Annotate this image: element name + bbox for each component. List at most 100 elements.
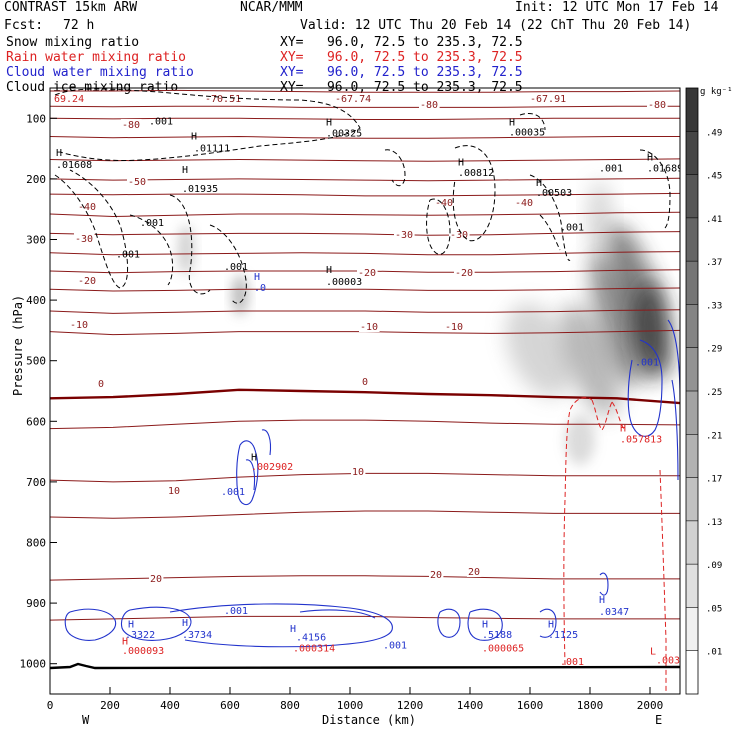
- model-title: CONTRAST 15km ARW: [4, 0, 138, 15]
- colorbar-label: .33: [706, 301, 722, 311]
- field-annotation: .3734: [182, 630, 212, 641]
- colorbar-label: .29: [706, 345, 722, 355]
- contour-label: 0: [362, 377, 368, 388]
- temperature-contour: [50, 575, 680, 581]
- field-annotation: .001: [224, 262, 248, 273]
- field-annotation: H: [122, 636, 128, 647]
- field-annotation: H: [182, 165, 188, 176]
- field-annotation: .003015: [656, 656, 698, 667]
- temperature-contour: [50, 192, 680, 197]
- fcst-label: Fcst:: [4, 18, 44, 33]
- colorbar-label: .37: [706, 258, 722, 268]
- x-end-label-right: E: [655, 713, 662, 727]
- field-annotation: .01689: [647, 164, 683, 175]
- field-annotation: .002902: [251, 462, 293, 473]
- terrain-line: [49, 662, 681, 670]
- field-annotation: .01608: [56, 160, 92, 171]
- field-annotation: .5188: [482, 630, 512, 641]
- contour-label: -30: [450, 230, 468, 241]
- field-annotation: H: [482, 619, 488, 630]
- field-annotation: .000314: [293, 644, 335, 655]
- field-annotation: H: [251, 453, 257, 464]
- contour-label: -50: [128, 177, 146, 188]
- field-annotation: H: [191, 132, 197, 143]
- x-tick-label: 200: [100, 699, 120, 712]
- colorbar-swatch: [686, 304, 698, 348]
- field-annotation: .000093: [122, 646, 164, 657]
- contour-label: -10: [445, 322, 463, 333]
- header: CONTRAST 15km ARW NCAR/MMM Init: 12 UTC …: [0, 0, 740, 96]
- field-annotation: H: [182, 618, 188, 629]
- y-tick-label: 700: [26, 476, 46, 489]
- cloud-ice-contours: [54, 88, 671, 304]
- colorbar-swatch: [686, 217, 698, 262]
- field-annotation: H: [599, 595, 605, 606]
- field-snow-name: Snow mixing ratio: [6, 35, 140, 50]
- colorbar-label: .25: [706, 388, 722, 398]
- contour-label: 20: [150, 574, 162, 585]
- field-annotation: .01111: [194, 144, 230, 155]
- contour-label: -10: [360, 322, 378, 333]
- fcst-value: 72 h: [63, 18, 95, 33]
- x-tick-label: 1600: [517, 699, 544, 712]
- field-annotation: .1125: [548, 630, 578, 641]
- center-title: NCAR/MMM: [240, 0, 303, 15]
- contour-label: -20: [358, 268, 376, 279]
- contour-label: 10: [168, 486, 180, 497]
- field-annotation: H: [128, 619, 134, 630]
- contour-label: -70.51: [205, 94, 241, 105]
- x-tick-label: 1400: [457, 699, 484, 712]
- temperature-contours: -70.51 -67.74 -67.91 69.24 -80 -80 -80 -50 -40 -4…: [50, 89, 680, 621]
- x-tick-label: 600: [220, 699, 240, 712]
- field-rain-name: Rain water mixing ratio: [6, 50, 187, 65]
- colorbar-label: .09: [706, 561, 722, 571]
- valid-time: Valid: 12 UTC Thu 20 Feb 14 (22 ChT Thu …: [300, 18, 692, 33]
- field-annotation: .00325: [326, 128, 362, 139]
- cloud-water-contours: [64, 319, 680, 648]
- contour-label: -40: [435, 198, 453, 209]
- field-annotation: .0: [254, 283, 266, 294]
- colorbar-label: .05: [706, 604, 722, 614]
- colorbar-swatch: [686, 391, 698, 435]
- temperature-contour: [50, 117, 680, 120]
- field-annotation: .00035: [509, 127, 545, 138]
- field-annotation: H: [326, 118, 332, 129]
- colorbar-swatch: [686, 520, 698, 565]
- rain-water-contours: [563, 397, 667, 694]
- y-tick-label: 400: [26, 294, 46, 307]
- field-annotation: .001: [635, 358, 659, 369]
- field-annotation: .057813: [620, 435, 662, 446]
- field-annotation: .4156: [296, 633, 326, 644]
- contour-label: -40: [78, 202, 96, 213]
- x-tick-label: 1200: [397, 699, 424, 712]
- field-annotation: .00503: [536, 188, 572, 199]
- field-annotation: .001: [560, 222, 584, 233]
- contour-label: -80: [420, 100, 438, 111]
- contour-label: -80: [648, 100, 666, 111]
- contour-label: -20: [78, 276, 96, 287]
- field-annotations: H.01608.001H.01111H.01935.001.001.001H.0…: [56, 116, 698, 668]
- x-tick-label: 800: [280, 699, 300, 712]
- contour-label: 69.24: [54, 94, 84, 105]
- temperature-contour: [50, 251, 680, 256]
- field-annotation: .001: [383, 641, 407, 652]
- colorbar-label: .01: [706, 648, 722, 658]
- x-end-label-left: W: [82, 713, 90, 727]
- field-rain-xy: XY= 96.0, 72.5 to 235.3, 72.5: [280, 50, 523, 65]
- y-tick-label: 600: [26, 415, 46, 428]
- contour-label: -30: [75, 234, 93, 245]
- colorbar-swatch: [686, 650, 698, 694]
- field-annotation: .001: [560, 657, 584, 668]
- colorbar-label: .17: [706, 475, 722, 485]
- contour-label: -67.74: [335, 94, 371, 105]
- snow-shading: [178, 180, 672, 465]
- field-annotation: H: [509, 118, 515, 129]
- field-annotation: H: [620, 424, 626, 435]
- field-annotation: H: [548, 619, 554, 630]
- y-tick-label: 100: [26, 112, 46, 125]
- x-tick-label: 400: [160, 699, 180, 712]
- colorbar-unit: g kg⁻¹: [700, 87, 733, 97]
- x-tick-label: 0: [47, 699, 54, 712]
- temperature-contour: [50, 211, 680, 218]
